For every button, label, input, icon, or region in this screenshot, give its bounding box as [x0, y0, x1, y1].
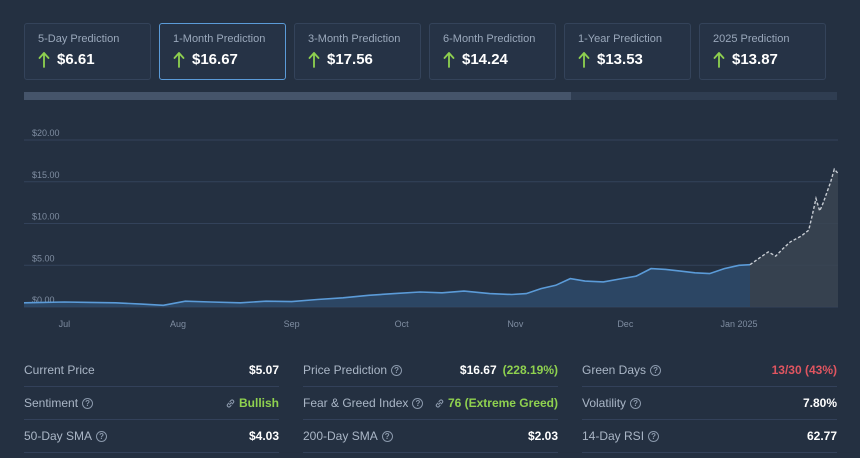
card-6-month[interactable]: 6-Month Prediction $14.24: [429, 23, 556, 80]
stat-sentiment: Sentiment? Bullish: [24, 387, 279, 420]
card-value: $13.87: [732, 51, 778, 68]
history-line: [23, 263, 751, 307]
stat-label: 50-Day SMA: [24, 429, 93, 443]
y-tick-label: $5.00: [32, 253, 55, 263]
x-tick-label: Aug: [170, 319, 186, 329]
arrow-up-icon: [443, 51, 455, 68]
stat-value: $5.07: [248, 363, 279, 377]
stat-label: Fear & Greed Index: [303, 396, 409, 410]
arrow-up-icon: [38, 51, 50, 68]
help-icon[interactable]: ?: [82, 397, 94, 409]
card-1-month[interactable]: 1-Month Prediction $16.67: [159, 23, 286, 80]
stat-label: Sentiment: [24, 396, 79, 410]
stat-percent: (228.19%): [502, 363, 558, 377]
x-tick-label: Oct: [395, 319, 410, 329]
x-tick-label: Dec: [617, 319, 634, 329]
help-icon[interactable]: ?: [96, 430, 108, 442]
stat-label: Volatility: [582, 396, 627, 410]
card-label: 5-Day Prediction: [38, 33, 120, 45]
card-label: 2025 Prediction: [713, 33, 790, 45]
arrow-up-icon: [173, 51, 185, 68]
stat-value: 13/30 (43%): [771, 363, 837, 377]
card-label: 6-Month Prediction: [443, 33, 536, 45]
stat-200-day-sma: 200-Day SMA? $2.03: [303, 420, 558, 453]
sentiment-link[interactable]: Bullish: [225, 396, 279, 410]
y-tick-label: $10.00: [32, 212, 60, 222]
link-icon: [435, 398, 444, 408]
price-chart: $20.00 $15.00 $10.00 $5.00 $0.00 Jul Aug Sep Oct…: [23, 128, 839, 329]
stat-green-days: Green Days? 13/30 (43%): [582, 354, 837, 387]
x-tick-label: Sep: [284, 319, 300, 329]
card-value: $6.61: [57, 51, 95, 68]
horizontal-scrollbar[interactable]: [24, 92, 837, 100]
card-label: 1-Month Prediction: [173, 33, 266, 45]
x-tick-label: Nov: [507, 319, 524, 329]
card-label: 3-Month Prediction: [308, 33, 401, 45]
stat-value: 76 (Extreme Greed): [447, 396, 558, 410]
stat-value: 62.77: [806, 429, 837, 443]
stat-current-price: Current Price $5.07: [24, 354, 279, 387]
stat-value: $16.67: [459, 363, 497, 377]
stat-volatility: Volatility? 7.80%: [582, 387, 837, 420]
link-icon: [226, 398, 235, 408]
history-area: [24, 264, 750, 307]
card-1-year[interactable]: 1-Year Prediction $13.53: [564, 23, 691, 80]
card-2025[interactable]: 2025 Prediction $13.87: [699, 23, 826, 80]
stat-label: Price Prediction: [303, 363, 388, 377]
fear-greed-link[interactable]: 76 (Extreme Greed): [434, 396, 558, 410]
stats-column: Current Price $5.07 Sentiment? Bullish 5…: [24, 354, 279, 453]
stat-value: 7.80%: [802, 396, 837, 410]
help-icon[interactable]: ?: [381, 430, 393, 442]
arrow-up-icon: [578, 51, 590, 68]
stat-value: Bullish: [238, 396, 279, 410]
help-icon[interactable]: ?: [412, 397, 424, 409]
arrow-up-icon: [308, 51, 320, 68]
prediction-cards: 5-Day Prediction $6.61 1-Month Predictio…: [24, 23, 826, 80]
card-value: $14.24: [462, 51, 508, 68]
card-value: $16.67: [192, 51, 238, 68]
stat-label: Green Days: [582, 363, 647, 377]
arrow-up-icon: [713, 51, 725, 68]
help-icon[interactable]: ?: [648, 430, 660, 442]
help-icon[interactable]: ?: [391, 364, 403, 376]
stat-label: Current Price: [24, 363, 95, 377]
stat-price-prediction: Price Prediction? $16.67 (228.19%): [303, 354, 558, 387]
y-tick-label: $0.00: [32, 295, 55, 305]
stat-label: 200-Day SMA: [303, 429, 378, 443]
stat-value: $4.03: [248, 429, 279, 443]
card-label: 1-Year Prediction: [578, 33, 662, 45]
card-value: $17.56: [327, 51, 373, 68]
help-icon[interactable]: ?: [650, 364, 662, 376]
prediction-area: [750, 169, 838, 307]
stat-14-day-rsi: 14-Day RSI? 62.77: [582, 420, 837, 453]
x-tick-label: Jan 2025: [720, 319, 757, 329]
stats-column: Green Days? 13/30 (43%) Volatility? 7.80…: [582, 354, 837, 453]
card-3-month[interactable]: 3-Month Prediction $17.56: [294, 23, 421, 80]
y-tick-label: $20.00: [32, 128, 60, 138]
x-tick-label: Jul: [59, 319, 71, 329]
stat-fear-greed: Fear & Greed Index? 76 (Extreme Greed): [303, 387, 558, 420]
stats-grid: Current Price $5.07 Sentiment? Bullish 5…: [24, 354, 838, 453]
scrollbar-thumb[interactable]: [24, 92, 571, 100]
stat-50-day-sma: 50-Day SMA? $4.03: [24, 420, 279, 453]
prediction-line: [749, 167, 839, 266]
card-value: $13.53: [597, 51, 643, 68]
y-tick-label: $15.00: [32, 170, 60, 180]
stat-value: $2.03: [527, 429, 558, 443]
help-icon[interactable]: ?: [630, 397, 642, 409]
stat-label: 14-Day RSI: [582, 429, 645, 443]
stats-column: Price Prediction? $16.67 (228.19%) Fear …: [303, 354, 558, 453]
card-5-day[interactable]: 5-Day Prediction $6.61: [24, 23, 151, 80]
